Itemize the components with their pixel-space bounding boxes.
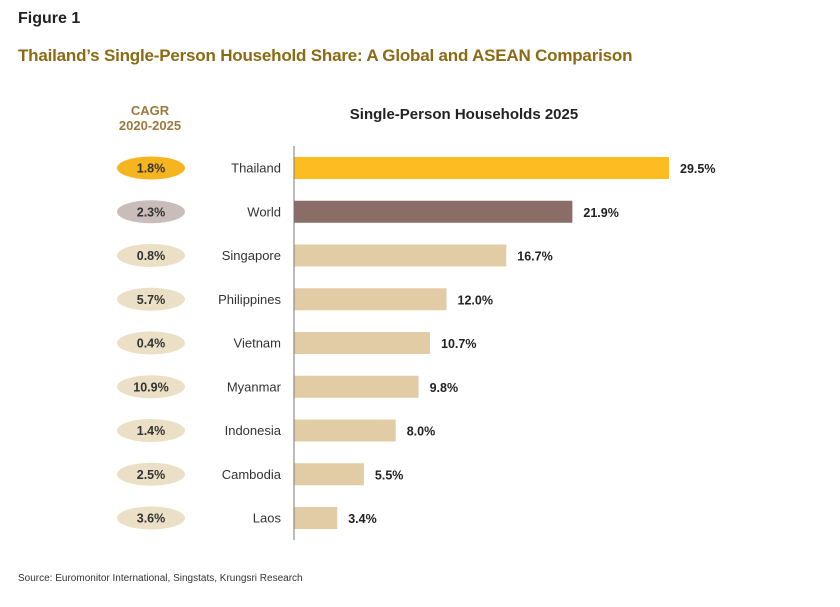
figure-label: Figure 1 bbox=[18, 10, 81, 27]
cagr-header-line2: 2020-2025 bbox=[118, 118, 182, 133]
bar-indonesia bbox=[294, 419, 396, 442]
category-label: Thailand bbox=[231, 161, 281, 176]
bar-philippines bbox=[294, 288, 447, 311]
value-label: 8.0% bbox=[407, 425, 436, 439]
cagr-ellipse bbox=[117, 506, 185, 530]
bar-world bbox=[294, 200, 573, 223]
figure-title: Thailand’s Single-Person Household Share… bbox=[18, 46, 633, 65]
cagr-ellipse bbox=[117, 156, 185, 180]
value-label: 9.8% bbox=[430, 381, 459, 395]
value-label: 16.7% bbox=[517, 250, 552, 264]
cagr-ellipse bbox=[117, 200, 185, 224]
value-label: 5.5% bbox=[375, 468, 404, 482]
cagr-ellipse bbox=[117, 287, 185, 311]
category-label: Philippines bbox=[218, 292, 281, 307]
source-note: Source: Euromonitor International, Sings… bbox=[18, 573, 303, 584]
bar-vietnam bbox=[294, 332, 431, 354]
cagr-ellipse bbox=[117, 244, 185, 267]
cagr-header: CAGR 2020-2025 bbox=[100, 103, 200, 133]
cagr-label: 3.6% bbox=[137, 512, 166, 526]
value-label: 10.7% bbox=[441, 337, 476, 351]
category-label: Indonesia bbox=[225, 423, 282, 438]
bar-laos bbox=[294, 507, 338, 529]
chart-title: Single-Person Households 2025 bbox=[349, 106, 579, 123]
cagr-ellipse bbox=[117, 462, 185, 486]
category-label: Cambodia bbox=[222, 467, 282, 482]
bar-cambodia bbox=[294, 463, 364, 486]
cagr-ellipse bbox=[117, 331, 185, 355]
bar-thailand bbox=[294, 157, 669, 179]
bar-myanmar bbox=[294, 375, 419, 398]
cagr-label: 1.8% bbox=[137, 162, 166, 176]
cagr-ellipse bbox=[117, 419, 185, 442]
value-label: 29.5% bbox=[680, 162, 715, 176]
category-label: Laos bbox=[253, 511, 282, 526]
category-label: Singapore bbox=[222, 248, 281, 263]
value-label: 3.4% bbox=[348, 512, 377, 526]
cagr-header-line1: CAGR bbox=[130, 103, 170, 118]
category-label: World bbox=[247, 204, 281, 219]
category-label: Myanmar bbox=[227, 379, 282, 394]
category-label: Vietnam bbox=[234, 336, 281, 351]
bar-singapore bbox=[294, 244, 507, 267]
cagr-ellipse bbox=[117, 375, 185, 399]
value-label: 12.0% bbox=[458, 293, 493, 307]
cagr-label: 1.4% bbox=[137, 424, 166, 438]
cagr-label: 0.8% bbox=[137, 249, 166, 263]
cagr-label: 5.7% bbox=[137, 293, 166, 307]
cagr-label: 2.3% bbox=[137, 205, 166, 219]
cagr-label: 0.4% bbox=[137, 337, 166, 351]
value-label: 21.9% bbox=[583, 206, 618, 220]
cagr-label: 10.9% bbox=[133, 380, 168, 394]
cagr-label: 2.5% bbox=[137, 468, 166, 482]
